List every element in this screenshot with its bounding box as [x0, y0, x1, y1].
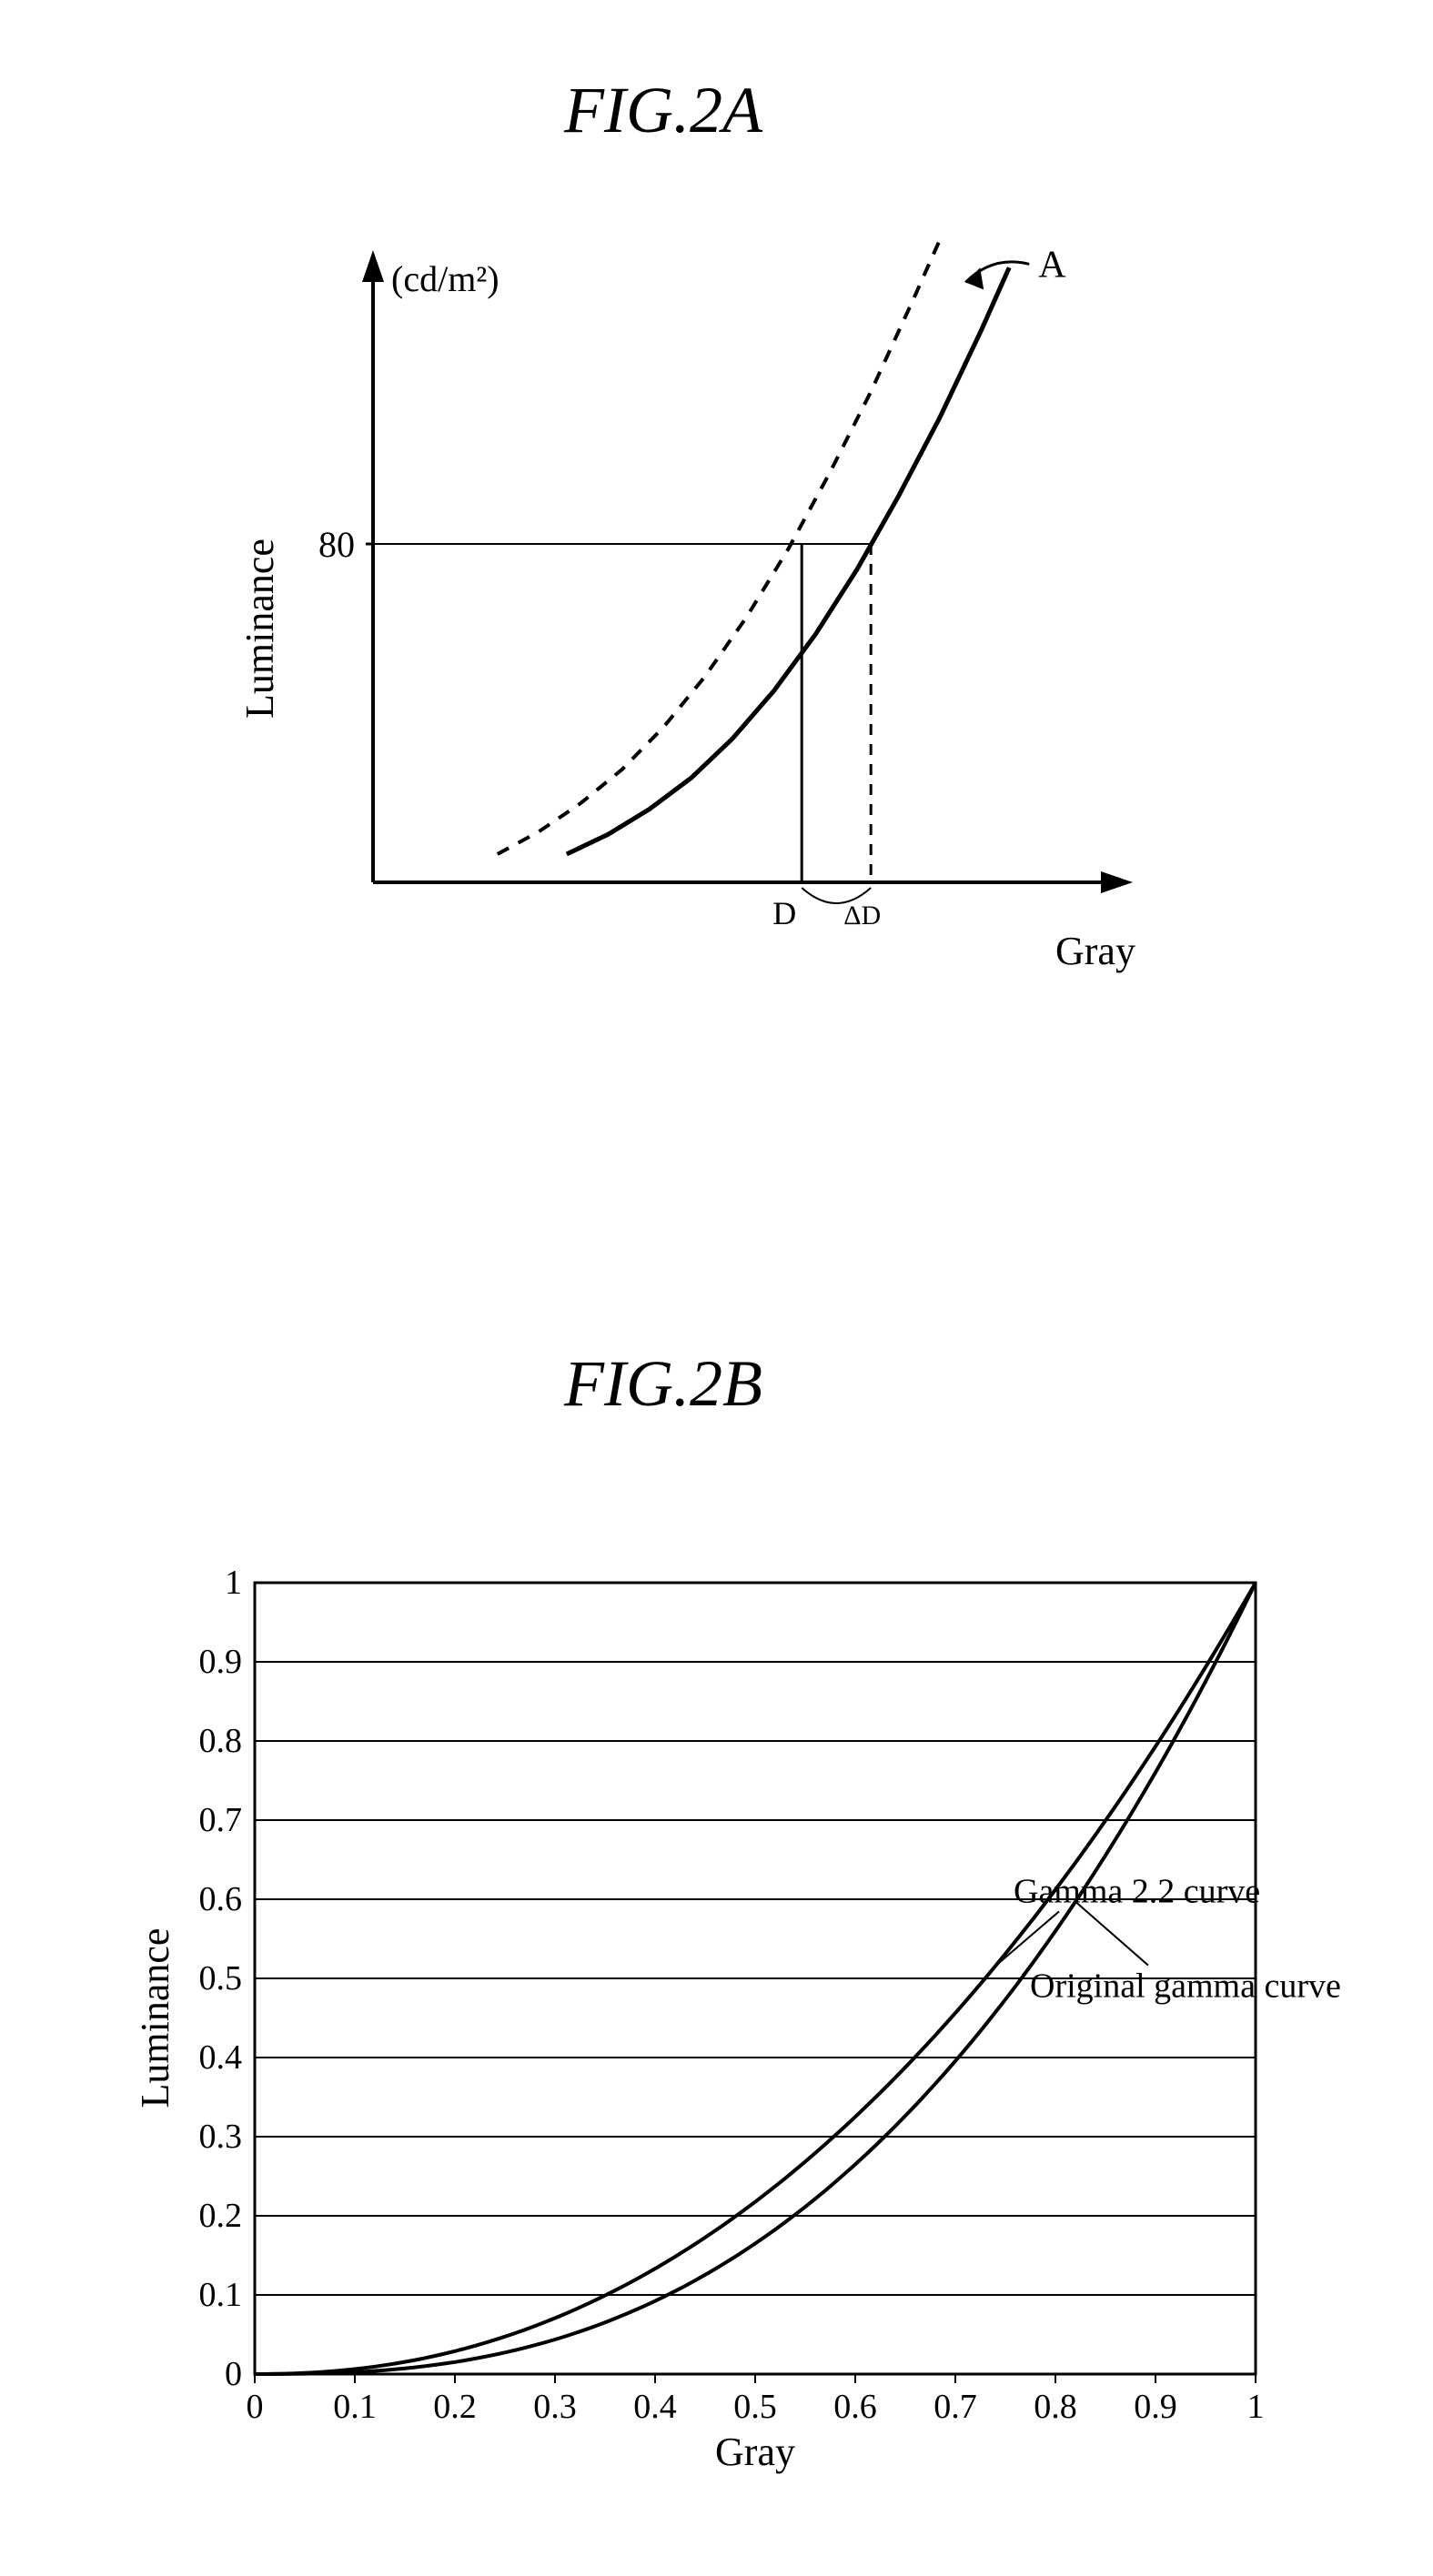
y-tick-5: 0.5: [199, 1959, 243, 1997]
x-tick-3: 0.3: [533, 2388, 577, 2426]
gamma22-label: Gamma 2.2 curve: [1014, 1872, 1260, 1910]
x-tick-6: 0.6: [833, 2388, 877, 2426]
y-axis-label: Luminance: [133, 1928, 177, 2108]
fig-2b-title: FIG.2B: [564, 1346, 762, 1422]
x-tick-2: 0.2: [433, 2388, 477, 2426]
x-tick-7: 0.7: [933, 2388, 977, 2426]
y-tick-3: 0.3: [199, 2118, 243, 2156]
y-tick-9: 0.9: [199, 1643, 243, 1681]
a-label: A: [1038, 244, 1066, 286]
x-tick-4: 0.4: [633, 2388, 677, 2426]
y-tick-10: 1: [225, 1564, 242, 1602]
x-axis-label: Gray: [1055, 929, 1135, 973]
original-gamma-label: Original gamma curve: [1030, 1967, 1341, 2006]
x-tick-5: 0.5: [733, 2388, 777, 2426]
y-axis-label: Luminance: [237, 538, 282, 719]
x-tick-8: 0.8: [1034, 2388, 1077, 2426]
dashed-curve: [498, 239, 940, 854]
y-tick-4: 0.4: [199, 2038, 243, 2077]
x-tick-9: 0.9: [1134, 2388, 1177, 2426]
y-tick-1: 0.1: [199, 2276, 243, 2314]
fig-2a-title: FIG.2A: [564, 73, 762, 148]
x-tick-10: 1: [1247, 2388, 1265, 2426]
y-tick-8: 0.8: [199, 1722, 243, 1760]
solid-curve: [567, 267, 1009, 854]
x-tick-1: 0.1: [333, 2388, 377, 2426]
fig-2a-chart: (cd/m²) Luminance 80 D ΔD Gray A: [200, 236, 1201, 1055]
x-axis-label: Gray: [715, 2430, 795, 2474]
y-tick-2: 0.2: [199, 2197, 243, 2235]
y-tick-80: 80: [318, 524, 355, 565]
d-label: D: [772, 895, 796, 931]
y-tick-6: 0.6: [199, 1880, 243, 1918]
x-tick-0: 0: [247, 2388, 264, 2426]
y-unit-label: (cd/m²): [391, 258, 500, 299]
page: FIG.2A (cd/m²) Luminance 80 D ΔD Gray A FIG.2B…: [0, 0, 1433, 2576]
fig-2b-chart: 0 0.1 0.2 0.3 0.4 0.5 0.6 0.7 0.8 0.9 1 0 0.1 0.2 0.3 0…: [91, 1528, 1365, 2529]
delta-d-label: ΔD: [843, 901, 881, 931]
y-tick-7: 0.7: [199, 1801, 243, 1839]
y-tick-0: 0: [225, 2355, 242, 2393]
